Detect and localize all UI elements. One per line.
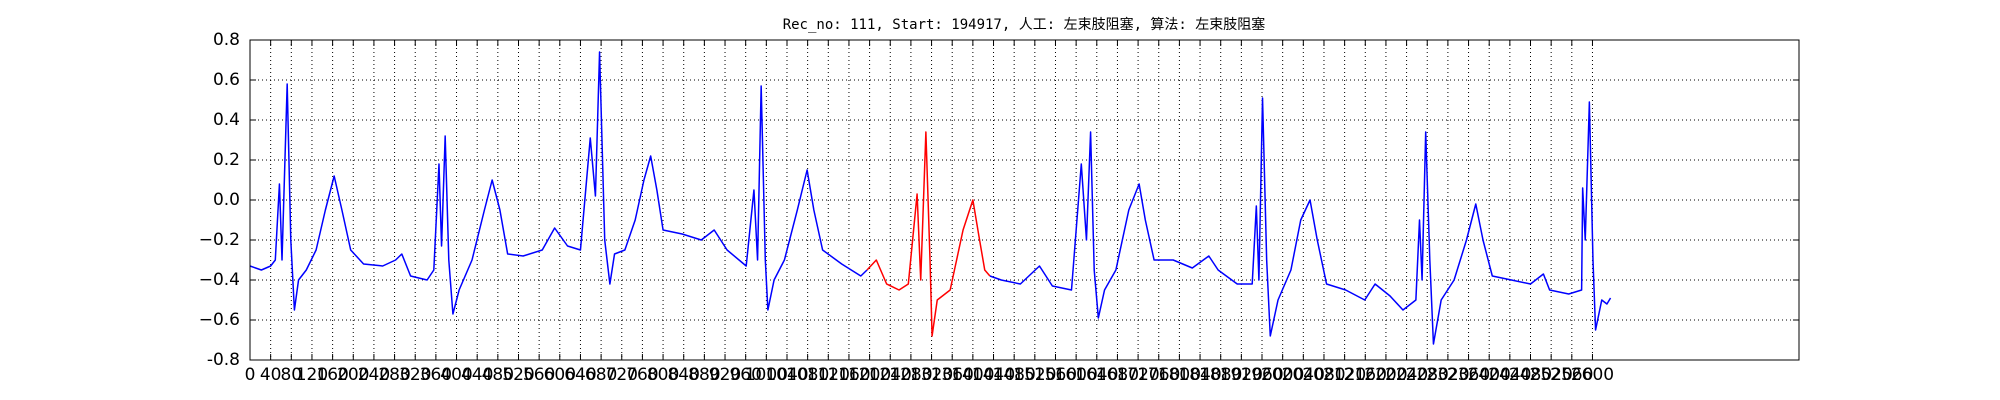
- ecg-line: [989, 97, 1612, 345]
- x-tick-label: 560: [523, 365, 555, 385]
- x-tick-label: 1480: [993, 365, 1036, 385]
- x-tick-label: 2040: [1282, 365, 1325, 385]
- y-tick-label: −0.6: [199, 310, 240, 330]
- x-tick-label: 160: [316, 365, 348, 385]
- x-tick-label: 2400: [1468, 365, 1511, 385]
- x-tick-label: 200: [337, 365, 369, 385]
- x-tick-label: 2280: [1406, 365, 1449, 385]
- y-tick-label: 0.2: [213, 150, 240, 170]
- x-tick-label: 640: [564, 365, 596, 385]
- x-tick-label: 1200: [848, 365, 891, 385]
- x-tick-label: 1720: [1116, 365, 1159, 385]
- x-tick-label: 880: [688, 365, 720, 385]
- x-tick-label: 1320: [910, 365, 953, 385]
- x-tick-label: 1880: [1199, 365, 1242, 385]
- x-tick-label: 1000: [745, 365, 788, 385]
- x-tick-label: 2120: [1323, 365, 1366, 385]
- x-tick-label: 840: [667, 365, 699, 385]
- x-tick-label: 360: [420, 365, 452, 385]
- x-tick-label: 1120: [807, 365, 850, 385]
- x-tick-label: 760: [626, 365, 658, 385]
- x-tick-label: 80: [280, 365, 302, 385]
- x-tick-label: 1080: [786, 365, 829, 385]
- y-tick-label: 0.8: [213, 30, 240, 50]
- x-tick-label: 1240: [869, 365, 912, 385]
- x-tick-label: 2360: [1447, 365, 1490, 385]
- x-tick-label: 2560: [1550, 365, 1593, 385]
- x-tick-label: 1440: [972, 365, 1015, 385]
- x-tick-label: 2320: [1426, 365, 1469, 385]
- ecg-line: [249, 51, 868, 315]
- x-tick-label: 800: [647, 365, 679, 385]
- x-tick-label: 1400: [951, 365, 994, 385]
- x-tick-label: 2160: [1344, 365, 1387, 385]
- x-tick-label: 2080: [1302, 365, 1345, 385]
- x-tick-label: 1040: [765, 365, 808, 385]
- x-tick-label: 0: [245, 365, 256, 385]
- x-tick-label: 1920: [1220, 365, 1263, 385]
- x-tick-label: 1160: [827, 365, 870, 385]
- x-tick-label: 2520: [1530, 365, 1573, 385]
- ecg-line: [866, 131, 991, 337]
- x-tick-label: 400: [440, 365, 472, 385]
- x-tick-label: 960: [729, 365, 761, 385]
- x-tick-label: 240: [358, 365, 390, 385]
- x-tick-label: 2000: [1261, 365, 1304, 385]
- x-tick-label: 1640: [1075, 365, 1118, 385]
- x-tick-label: 2600: [1571, 365, 1614, 385]
- x-tick-label: 1800: [1158, 365, 1201, 385]
- x-tick-label: 2480: [1509, 365, 1552, 385]
- x-tick-label: 40: [260, 365, 282, 385]
- x-tick-label: 1960: [1240, 365, 1283, 385]
- x-tick-label: 720: [606, 365, 638, 385]
- x-tick-label: 1520: [1013, 365, 1056, 385]
- x-tick-label: 2200: [1364, 365, 1407, 385]
- x-tick-label: 1840: [1178, 365, 1221, 385]
- x-tick-label: 280: [378, 365, 410, 385]
- x-tick-label: 2240: [1385, 365, 1428, 385]
- y-tick-label: 0.4: [213, 110, 240, 130]
- x-tick-label: 520: [502, 365, 534, 385]
- y-tick-label: -0.8: [207, 350, 240, 370]
- x-tick-label: 440: [461, 365, 493, 385]
- x-tick-label: 320: [399, 365, 431, 385]
- x-tick-label: 480: [482, 365, 514, 385]
- x-tick-label: 2440: [1488, 365, 1531, 385]
- chart-title: Rec_no: 111, Start: 194917, 人工: 左束肢阻塞, 算…: [783, 16, 1266, 33]
- x-tick-label: 1760: [1137, 365, 1180, 385]
- y-tick-label: −0.4: [199, 270, 240, 290]
- y-tick-label: 0.0: [213, 190, 240, 210]
- x-tick-label: 920: [709, 365, 741, 385]
- x-tick-label: 680: [585, 365, 617, 385]
- y-tick-label: 0.6: [213, 70, 240, 90]
- x-tick-label: 1680: [1096, 365, 1139, 385]
- x-tick-label: 1360: [931, 365, 974, 385]
- y-tick-label: −0.2: [199, 230, 240, 250]
- x-tick-label: 1280: [889, 365, 932, 385]
- plot-frame: [249, 39, 1800, 361]
- x-tick-label: 600: [544, 365, 576, 385]
- x-tick-label: 120: [296, 365, 328, 385]
- x-tick-label: 1600: [1055, 365, 1098, 385]
- x-tick-label: 1560: [1034, 365, 1077, 385]
